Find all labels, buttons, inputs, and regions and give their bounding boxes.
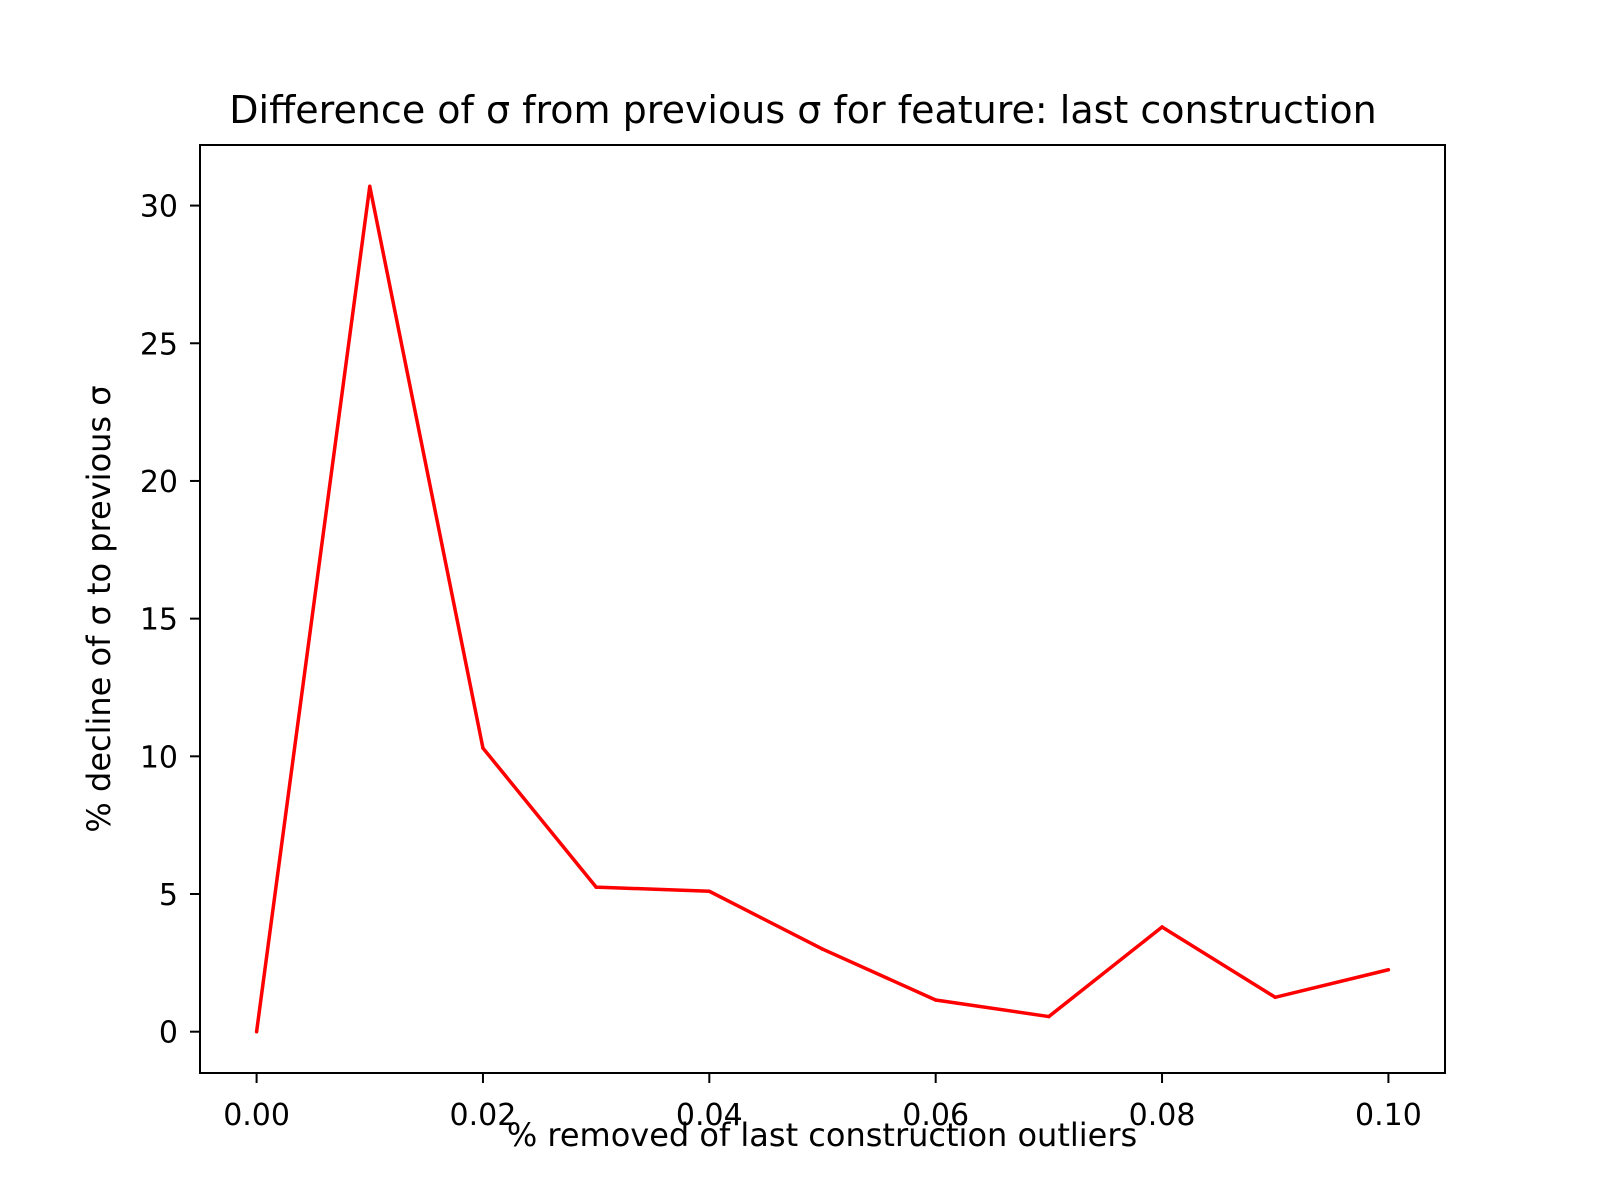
data-point [707, 889, 712, 894]
x-axis-label: % removed of last construction outliers [507, 1116, 1137, 1154]
y-tick-label: 30 [140, 190, 178, 225]
data-point [820, 947, 825, 951]
data-point [1273, 995, 1277, 1000]
y-axis-ticks: 0 5 10 15 20 25 30 [140, 190, 200, 1051]
y-axis-label: % decline of σ to previous σ [80, 385, 118, 832]
y-tick-label: 25 [140, 327, 178, 362]
y-tick-label: 15 [140, 603, 178, 638]
x-tick-label: 0.02 [450, 1098, 517, 1133]
data-point [254, 1029, 259, 1034]
data-point [481, 746, 485, 750]
y-tick-label: 20 [140, 465, 178, 500]
x-axis-ticks: 0.00 0.02 0.04 0.06 0.08 0.10 [223, 1073, 1422, 1133]
data-point [1386, 967, 1391, 972]
chart-title: Difference of σ from previous σ for feat… [229, 88, 1376, 132]
x-tick-label: 0.10 [1355, 1098, 1422, 1133]
data-point [1047, 1014, 1051, 1019]
data-point [368, 184, 372, 189]
y-tick-label: 0 [159, 1016, 178, 1051]
x-tick-label: 0.04 [676, 1098, 743, 1133]
series-lines [254, 184, 1391, 1034]
x-tick-label: 0.00 [223, 1098, 290, 1133]
data-point [933, 998, 938, 1002]
data-point [594, 885, 598, 889]
y-tick-label: 5 [159, 878, 178, 913]
x-tick-label: 0.08 [1129, 1098, 1196, 1133]
plot-area-frame [199, 144, 1446, 1074]
data-point [1160, 925, 1164, 929]
y-tick-label: 10 [140, 740, 178, 775]
x-tick-label: 0.06 [902, 1098, 969, 1133]
